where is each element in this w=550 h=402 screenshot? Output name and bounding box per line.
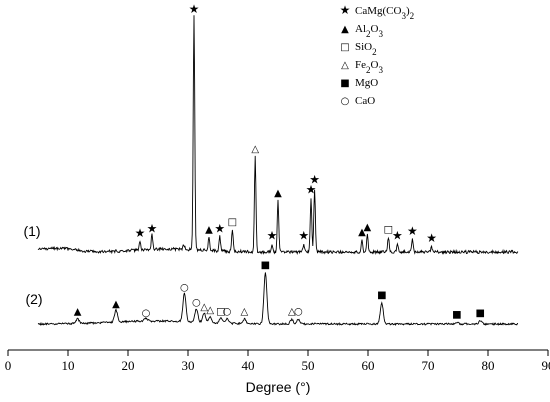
series-label-2: (2) (25, 291, 42, 307)
peak-marker-open-triangle: △ (200, 302, 208, 313)
peak-marker-open-triangle: △ (241, 307, 249, 318)
peak-marker-star: ★ (135, 226, 146, 240)
xrd-curve-1 (37, 15, 519, 256)
peak-marker-star: ★ (306, 182, 317, 196)
peak-marker-star: ★ (189, 2, 200, 16)
x-axis: 0 10 20 30 40 50 60 70 80 90 (5, 349, 550, 373)
x-tick-label: 40 (242, 358, 255, 373)
peak-marker-star: ★ (298, 229, 309, 243)
legend-symbol-open-circle: ○ (341, 96, 350, 107)
legend-symbol-star: ★ (340, 3, 351, 17)
peak-marker-star: ★ (147, 221, 158, 235)
peak-marker-open-circle: ○ (223, 307, 232, 318)
plot-area: (1) ★ ★★▲ ★ □△★▲★★★▲▲ □★ ★★(2)▲▲○○○ △△ □○ △■△○■■ ■ (23, 2, 519, 327)
x-tick-label: 50 (302, 358, 315, 373)
peak-marker-open-triangle: △ (206, 305, 214, 316)
peak-marker-filled-square: ■ (261, 260, 270, 271)
peak-marker-open-square: □ (216, 307, 225, 318)
peak-marker-star: ★ (392, 229, 403, 243)
legend-label-open-triangle: Fe2O3 (355, 59, 383, 75)
peak-marker-star: ★ (214, 221, 225, 235)
x-tick-label: 10 (62, 358, 75, 373)
peak-marker-filled-triangle: ▲ (205, 224, 213, 235)
x-tick-label: 60 (362, 358, 375, 373)
legend-symbol-filled-square: ■ (340, 78, 349, 89)
legend-symbol-open-triangle: △ (341, 60, 349, 71)
peak-marker-open-circle: ○ (294, 307, 303, 318)
peak-marker-open-circle: ○ (142, 308, 151, 319)
peak-marker-open-square: □ (384, 224, 393, 235)
x-tick-label: 80 (482, 358, 495, 373)
peak-marker-filled-triangle: ▲ (112, 299, 120, 310)
peak-marker-star: ★ (309, 173, 320, 187)
legend-label-open-circle: CaO (355, 95, 375, 107)
peak-marker-filled-triangle: ▲ (364, 222, 372, 233)
peak-marker-filled-triangle: ▲ (74, 307, 82, 318)
peak-marker-open-circle: ○ (192, 298, 201, 309)
xrd-curve-2 (37, 272, 519, 327)
peak-marker-star: ★ (426, 231, 437, 245)
x-tick-label: 70 (422, 358, 435, 373)
peak-marker-open-triangle: △ (288, 307, 296, 318)
legend-label-open-square: SiO2 (355, 41, 377, 57)
peak-marker-open-square: □ (228, 217, 237, 228)
peak-marker-star: ★ (267, 229, 278, 243)
peak-marker-star: ★ (407, 224, 418, 238)
x-tick-label: 20 (122, 358, 135, 373)
legend-symbol-open-square: □ (340, 42, 349, 53)
peak-marker-open-triangle: △ (251, 144, 259, 155)
series-label-1: (1) (23, 223, 40, 239)
legend: ★ CaMg(CO3)2 ▲ Al2O3 □ SiO2 △ Fe2O3 ■ MgO ○ CaO (340, 3, 415, 107)
peak-marker-open-circle: ○ (180, 283, 189, 294)
x-axis-title: Degree (°) (246, 379, 311, 395)
legend-label-filled-triangle: Al2O3 (355, 23, 383, 39)
peak-marker-filled-triangle: ▲ (358, 227, 366, 238)
peak-marker-filled-square: ■ (452, 310, 461, 321)
legend-label-filled-square: MgO (355, 77, 378, 89)
x-tick-label: 90 (542, 358, 550, 373)
peak-marker-filled-square: ■ (475, 308, 484, 319)
legend-label-star: CaMg(CO3)2 (355, 5, 414, 21)
x-tick-label: 0 (5, 358, 12, 373)
peak-marker-filled-triangle: ▲ (274, 188, 282, 199)
x-tick-label: 30 (182, 358, 195, 373)
legend-symbol-filled-triangle: ▲ (341, 24, 349, 35)
peak-marker-filled-square: ■ (377, 290, 386, 301)
